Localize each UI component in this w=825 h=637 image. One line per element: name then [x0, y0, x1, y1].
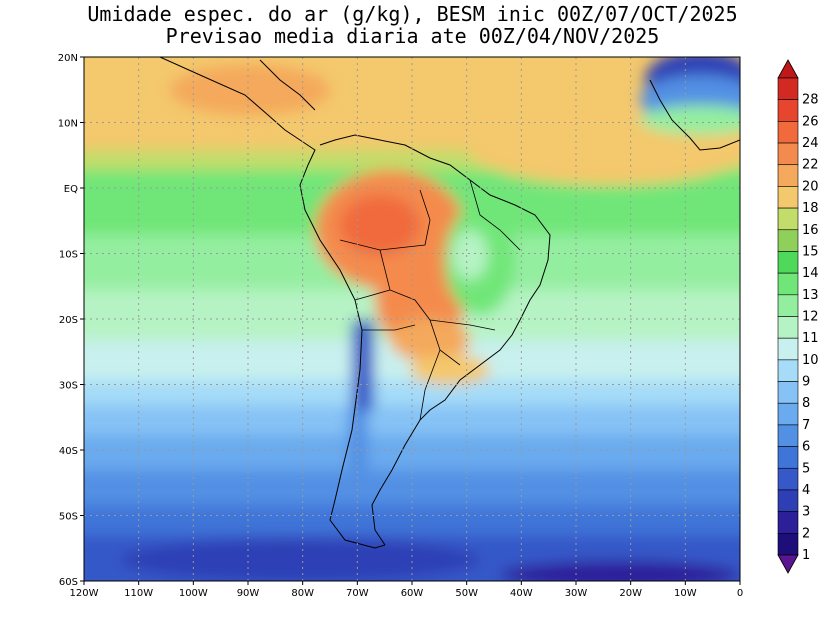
- colorbar-segment: [777, 511, 799, 534]
- colorbar-segment: [777, 207, 799, 231]
- lon-tick-label: 60W: [401, 588, 424, 599]
- colorbar-label: 4: [802, 483, 810, 498]
- colorbar-segment: [777, 294, 799, 317]
- colorbar-label: 26: [802, 114, 819, 129]
- colorbar-segment: [777, 229, 799, 252]
- colorbar-label: 15: [802, 244, 819, 259]
- lat-tick-label: 30S: [59, 381, 78, 392]
- colorbar-label: 18: [802, 201, 819, 216]
- coastlines: [159, 57, 740, 549]
- lon-tick-label: 120W: [70, 588, 99, 599]
- map-title-line2: Previsao media diaria ate 00Z/04/NOV/202…: [165, 24, 660, 48]
- colorbar-label: 3: [802, 505, 810, 520]
- colorbar-segment: [777, 359, 799, 382]
- colorbar-label: 11: [802, 331, 819, 346]
- colorbar-label: 10: [802, 353, 819, 368]
- colorbar-segment: [777, 424, 799, 447]
- lon-tick-label: 90W: [237, 588, 260, 599]
- colorbar-label: 20: [802, 179, 819, 194]
- lat-tick-label: 10N: [58, 119, 78, 130]
- lat-tick-label: 50S: [59, 512, 78, 523]
- colorbar-segment: [777, 337, 799, 361]
- humidity-field: [84, 57, 740, 581]
- colorbar-segment: [777, 186, 799, 209]
- graticule: [84, 57, 740, 581]
- colorbar-label: 13: [802, 288, 819, 303]
- lon-tick-label: 80W: [291, 588, 314, 599]
- colorbar-segment: [777, 99, 799, 122]
- colorbar-segment: [777, 381, 799, 404]
- lat-tick-label: 20S: [59, 315, 78, 326]
- lon-tick-label: 0: [737, 588, 743, 599]
- colorbar-label: 2: [802, 526, 810, 541]
- colorbar-label: 1: [802, 548, 810, 563]
- lat-tick-label: 60S: [59, 577, 78, 588]
- lon-tick-label: 50W: [455, 588, 478, 599]
- lat-tick-label: EQ: [64, 184, 78, 195]
- colorbar-label: 12: [802, 310, 819, 325]
- colorbar-segment: [777, 77, 799, 100]
- colorbar-over-arrow: [777, 59, 799, 79]
- borders: [339, 179, 521, 421]
- lon-tick-label: 10W: [674, 588, 697, 599]
- colorbar-segment: [777, 446, 799, 469]
- colorbar-label: 24: [802, 136, 819, 151]
- colorbar-segment: [777, 142, 799, 166]
- colorbar-label: 16: [802, 223, 819, 238]
- colorbar-segment: [777, 272, 799, 296]
- lat-tick-label: 20N: [58, 53, 78, 64]
- colorbar-segment: [777, 402, 799, 426]
- colorbar-segment: [777, 251, 799, 274]
- colorbar-label: 9: [802, 375, 810, 390]
- lat-tick-label: 10S: [59, 250, 78, 261]
- colorbar-under-arrow: [777, 554, 799, 574]
- colorbar-segment: [777, 164, 799, 187]
- colorbar-segment: [777, 467, 799, 491]
- lon-tick-label: 100W: [179, 588, 208, 599]
- lon-tick-label: 110W: [124, 588, 153, 599]
- lon-tick-label: 40W: [510, 588, 533, 599]
- lon-tick-label: 70W: [346, 588, 369, 599]
- colorbar-segment: [777, 121, 799, 144]
- colorbar-label: 14: [802, 266, 819, 281]
- colorbar-segment: [777, 533, 799, 556]
- colorbar-segment: [777, 316, 799, 339]
- lon-tick-label: 30W: [565, 588, 588, 599]
- lon-tick-label: 20W: [619, 588, 642, 599]
- colorbar-label: 5: [802, 461, 810, 476]
- colorbar-label: 28: [802, 93, 819, 108]
- colorbar-segment: [777, 489, 799, 512]
- lat-tick-label: 40S: [59, 446, 78, 457]
- map-title-line1: Umidade espec. do ar (g/kg), BESM inic 0…: [87, 2, 738, 26]
- axis-ticks: 120W 110W 100W 90W 80W 70W 60W 50W 40W 30W 20W 10W 0…: [58, 53, 743, 599]
- colorbar-label: 8: [802, 396, 810, 411]
- colorbar-label: 7: [802, 418, 810, 433]
- colorbar-label: 22: [802, 158, 819, 173]
- colorbar-label: 6: [802, 440, 810, 455]
